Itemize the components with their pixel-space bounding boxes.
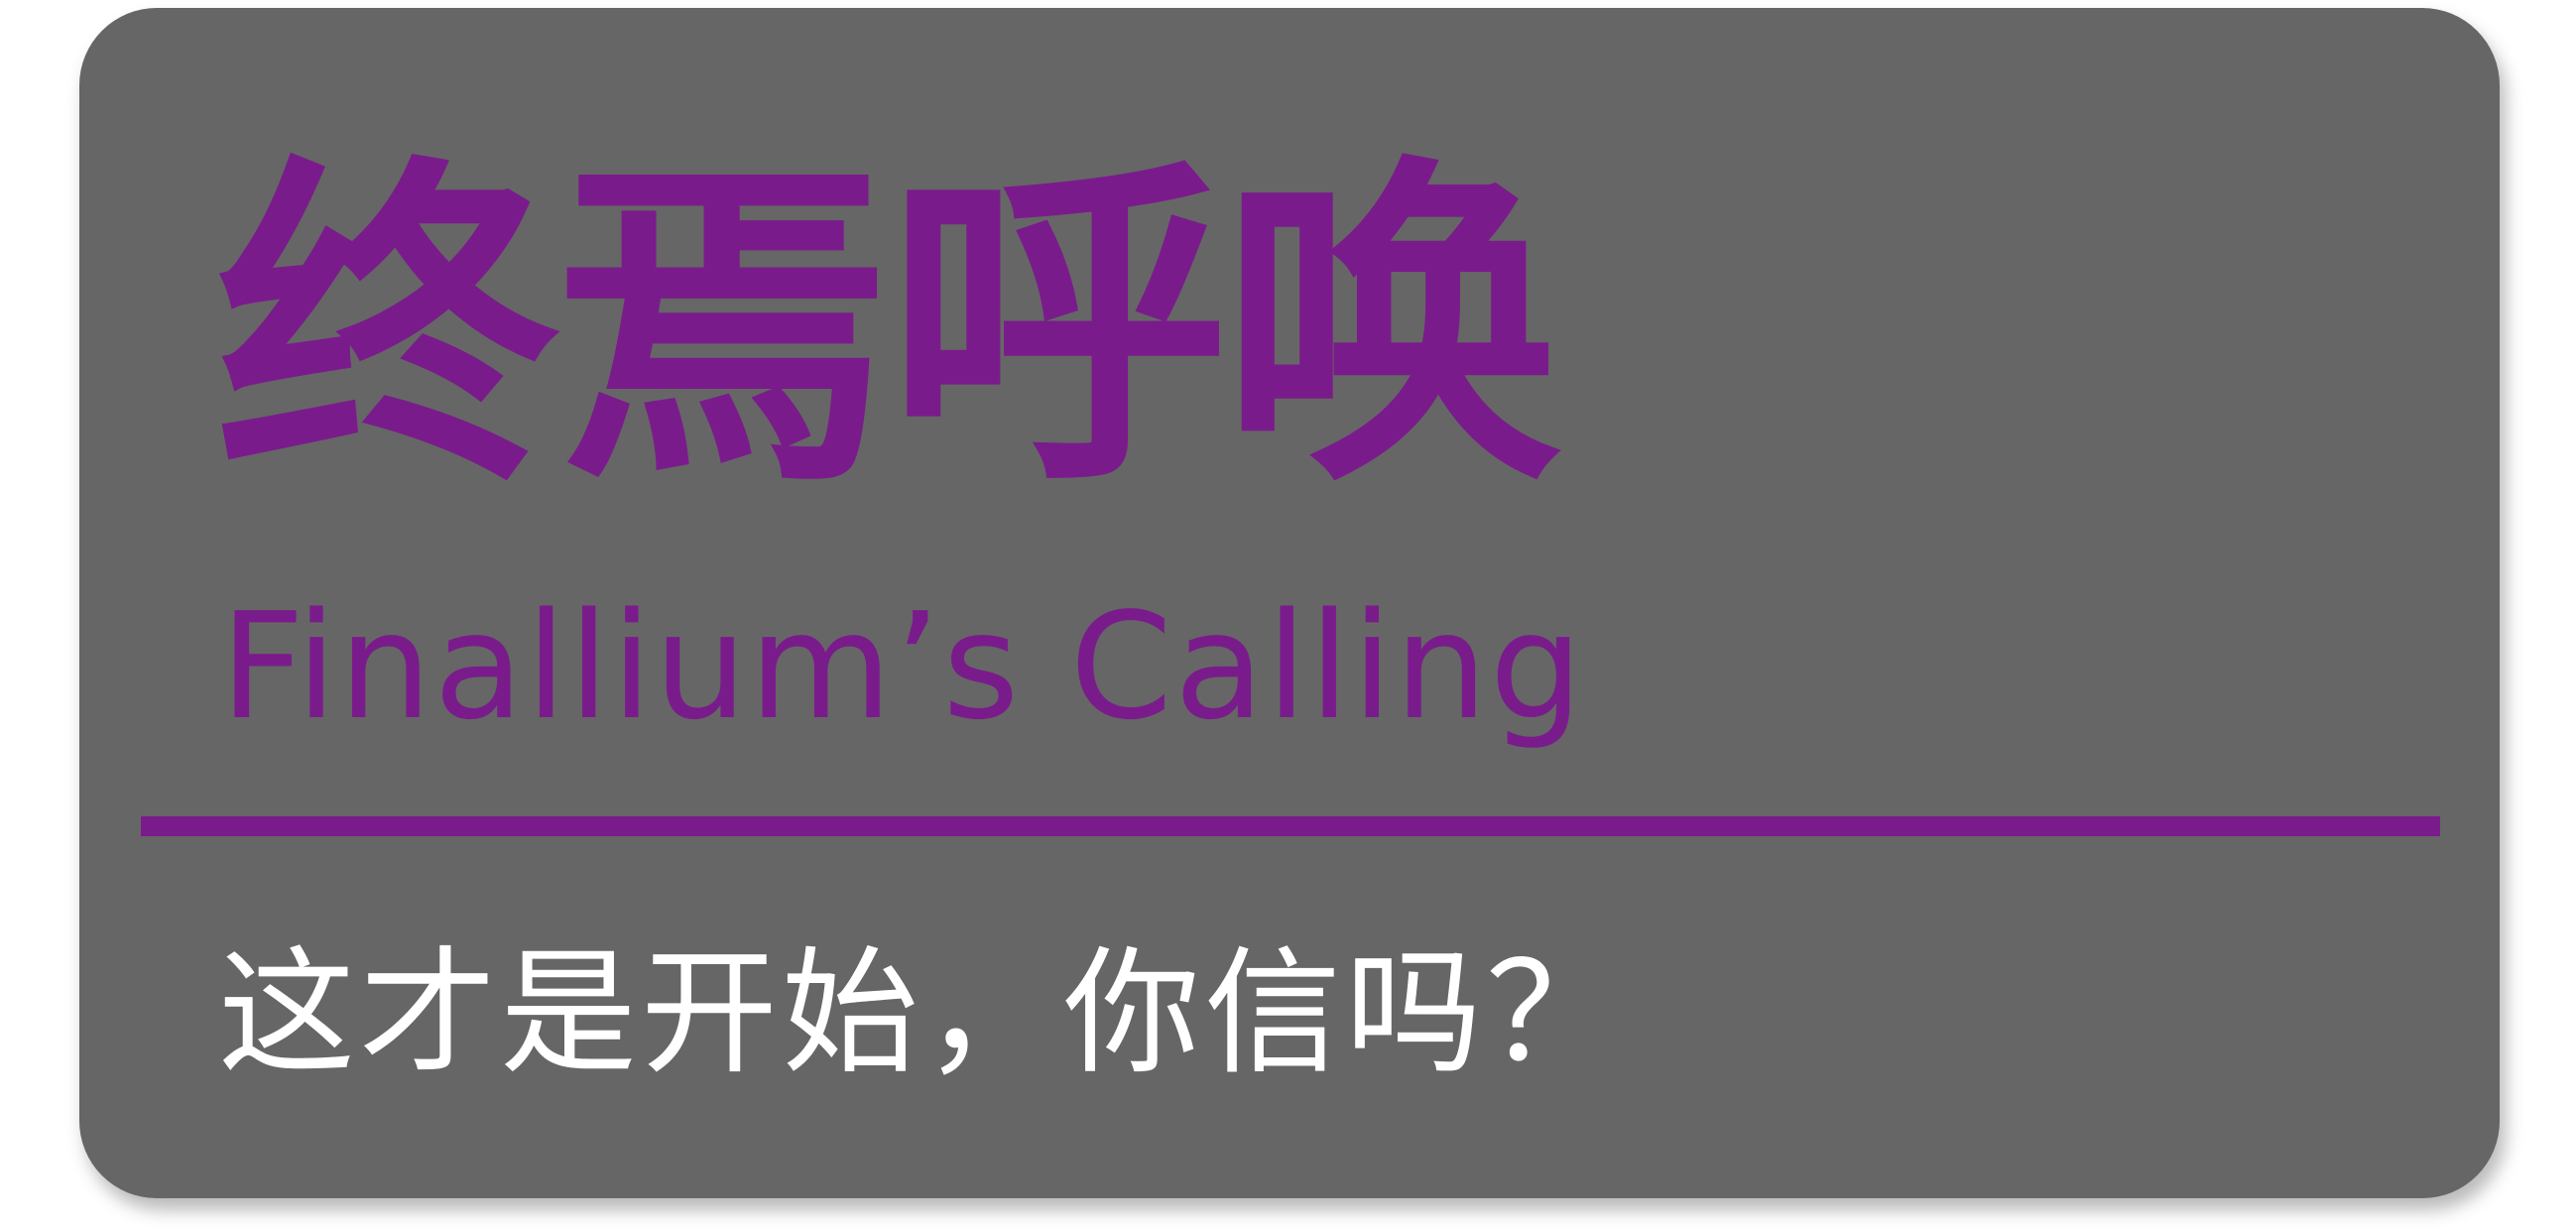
chinese-title: 终焉呼唤: [216, 131, 1563, 528]
subtitle-text: 这才是开始，你信吗？: [218, 933, 1628, 1093]
title-card: 终焉呼唤 Finallium’s Calling 这才是开始，你信吗？: [79, 8, 2500, 1198]
divider-line: [141, 816, 2440, 836]
english-title: Finallium’s Calling: [220, 581, 1585, 752]
